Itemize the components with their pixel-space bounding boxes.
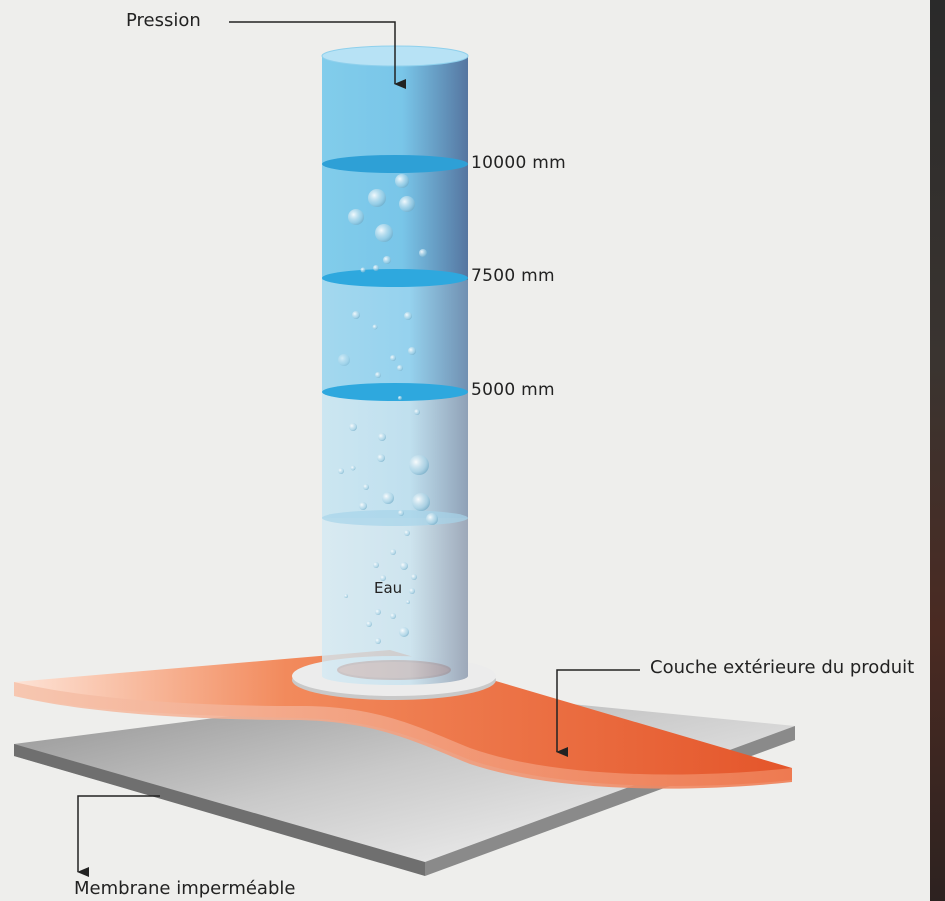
level-rings [322, 155, 468, 401]
outer-layer-sheet [14, 650, 792, 789]
water-column [321, 45, 469, 685]
level-label-10000: 10000 mm [471, 153, 567, 173]
water-label: Eau [374, 579, 403, 597]
pressure-leader [229, 21, 406, 89]
outer-layer-leader [556, 669, 640, 757]
bubbles [338, 174, 438, 644]
dark-edge-strip [930, 0, 945, 901]
membrane-label: Membrane imperméable [74, 878, 296, 899]
membrane-leader [77, 795, 160, 877]
leader-lines [77, 21, 640, 877]
outer-layer-label: Couche extérieure du produit [650, 657, 915, 678]
level-label-5000: 5000 mm [471, 380, 555, 400]
pressure-label: Pression [126, 10, 201, 31]
level-label-7500: 7500 mm [471, 266, 555, 286]
